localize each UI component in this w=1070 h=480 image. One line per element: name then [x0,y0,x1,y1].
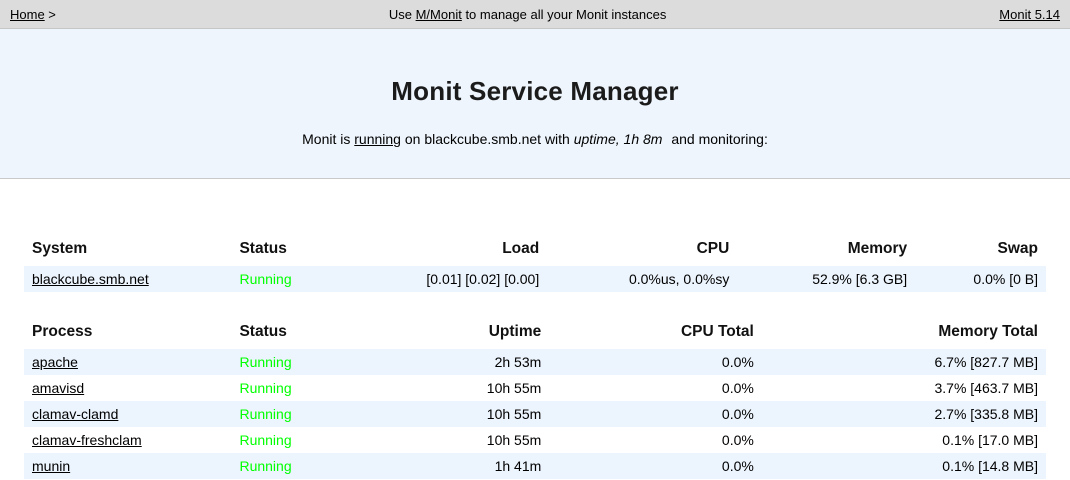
table-row: clamav-clamd Running 10h 55m 0.0% 2.7% [… [24,401,1046,427]
content-area: System Status Load CPU Memory Swap black… [0,233,1070,479]
load-value: [0.01] [0.02] [0.00] [426,271,540,287]
system-table-body: blackcube.smb.net Running [0.01] [0.02] … [24,266,1046,292]
memory-total-value: 0.1% [17.0 MB] [942,432,1038,448]
system-name-link[interactable]: blackcube.smb.net [32,271,149,287]
column-header-cpu: CPU [696,240,730,257]
swap-value: 0.0% [0 B] [973,271,1038,287]
column-header-swap: Swap [997,240,1038,257]
status-value: Running [239,406,292,422]
cpu-total-value: 0.0% [721,380,754,396]
column-header-uptime: Uptime [488,323,542,340]
uptime-value: 1h 41m [494,458,542,474]
cpu-value: 0.0%us, 0.0%sy [628,271,730,287]
process-table-header-row: Process Status Uptime CPU Total Memory T… [24,316,1046,349]
topbar-message-prefix: Use [388,6,416,22]
system-table-header-row: System Status Load CPU Memory Swap [24,233,1046,266]
cpu-total-value: 0.0% [721,432,754,448]
table-row: apache Running 2h 53m 0.0% 6.7% [827.7 M… [24,349,1046,375]
table-row: amavisd Running 10h 55m 0.0% 3.7% [463.7… [24,375,1046,401]
column-header-process: Process [32,323,93,340]
system-table: System Status Load CPU Memory Swap black… [24,233,1046,292]
table-row: clamav-freshclam Running 10h 55m 0.0% 0.… [24,427,1046,453]
cpu-total-value: 0.0% [721,354,754,370]
column-header-memory: Memory [847,240,908,257]
table-row: blackcube.smb.net Running [0.01] [0.02] … [24,266,1046,292]
breadcrumb-separator: > [44,6,56,22]
status-value: Running [239,271,292,287]
process-name-link[interactable]: amavisd [32,380,85,396]
memory-value: 52.9% [6.3 GB] [812,271,908,287]
running-status-link[interactable]: running [354,131,401,147]
status-value: Running [239,380,292,396]
memory-total-value: 0.1% [14.8 MB] [942,458,1038,474]
uptime-text: uptime, 1h 8m [573,131,663,147]
process-name-link[interactable]: clamav-freshclam [32,432,142,448]
topbar-message-suffix: to manage all your Monit instances [461,6,667,22]
page-title: Monit Service Manager [391,76,679,106]
intro-middle: on blackcube.smb.net with [400,131,574,147]
top-navigation-bar: Home > Use M/Monit to manage all your Mo… [0,0,1070,29]
memory-total-value: 3.7% [463.7 MB] [934,380,1038,396]
column-header-status: Status [239,240,287,257]
column-header-status: Status [239,323,287,340]
uptime-value: 10h 55m [486,432,542,448]
cpu-total-value: 0.0% [721,458,754,474]
intro-suffix: and monitoring: [667,131,768,147]
memory-total-value: 2.7% [335.8 MB] [934,406,1038,422]
table-row: munin Running 1h 41m 0.0% 0.1% [14.8 MB] [24,453,1046,479]
uptime-value: 10h 55m [486,406,542,422]
process-name-link[interactable]: apache [32,354,78,370]
uptime-value: 2h 53m [494,354,542,370]
status-value: Running [239,432,292,448]
process-name-link[interactable]: clamav-clamd [32,406,119,422]
column-header-memory-total: Memory Total [938,323,1038,340]
uptime-value: 10h 55m [486,380,542,396]
mmonit-link[interactable]: M/Monit [415,6,462,22]
home-link[interactable]: Home [10,6,45,22]
cpu-total-value: 0.0% [721,406,754,422]
status-value: Running [239,458,292,474]
version-area: Monit 5.14 [999,7,1060,22]
process-table: Process Status Uptime CPU Total Memory T… [24,316,1046,479]
topbar-message: Use M/Monit to manage all your Monit ins… [56,7,999,22]
hero-section: Monit Service Manager Monit is running o… [0,29,1070,179]
process-table-body: apache Running 2h 53m 0.0% 6.7% [827.7 M… [24,349,1046,479]
monit-status-line: Monit is running on blackcube.smb.net wi… [0,107,1070,147]
column-header-cpu-total: CPU Total [680,323,754,340]
monit-version-link[interactable]: Monit 5.14 [999,6,1060,22]
breadcrumb: Home > [10,7,56,22]
process-name-link[interactable]: munin [32,458,71,474]
status-value: Running [239,354,292,370]
column-header-system: System [32,240,88,257]
memory-total-value: 6.7% [827.7 MB] [934,354,1038,370]
column-header-load: Load [502,240,540,257]
intro-prefix: Monit is [302,131,355,147]
